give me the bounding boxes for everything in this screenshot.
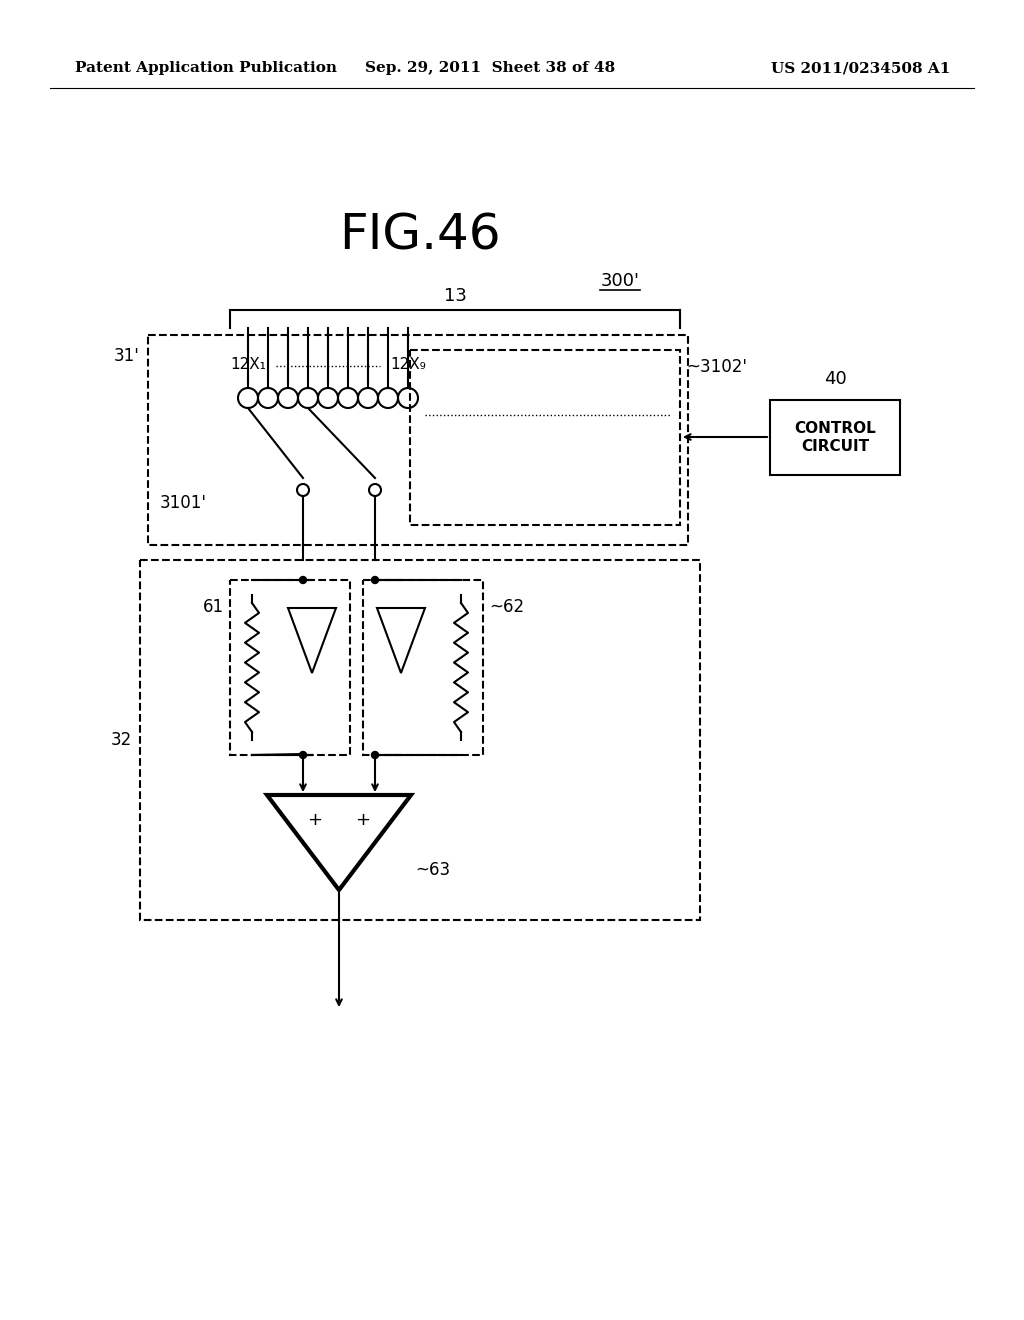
Text: 12X₁: 12X₁ — [230, 356, 266, 372]
Text: 3101': 3101' — [160, 494, 207, 512]
Circle shape — [372, 577, 379, 583]
Text: ~3102': ~3102' — [686, 358, 746, 376]
Text: FIG.46: FIG.46 — [339, 211, 501, 259]
Text: 61: 61 — [203, 598, 224, 616]
Circle shape — [299, 577, 306, 583]
Text: 12X₉: 12X₉ — [390, 356, 426, 372]
Circle shape — [299, 751, 306, 759]
Text: 40: 40 — [823, 370, 847, 388]
Text: Sep. 29, 2011  Sheet 38 of 48: Sep. 29, 2011 Sheet 38 of 48 — [365, 61, 615, 75]
Text: ~63: ~63 — [415, 861, 451, 879]
Text: 300': 300' — [600, 272, 640, 290]
Text: 32: 32 — [111, 731, 132, 748]
Text: 31': 31' — [114, 347, 140, 366]
Text: +: + — [355, 810, 371, 829]
Text: 13: 13 — [443, 286, 467, 305]
Circle shape — [372, 751, 379, 759]
Text: CONTROL
CIRCUIT: CONTROL CIRCUIT — [795, 421, 876, 454]
Text: ~62: ~62 — [489, 598, 524, 616]
Text: Patent Application Publication: Patent Application Publication — [75, 61, 337, 75]
Text: US 2011/0234508 A1: US 2011/0234508 A1 — [771, 61, 950, 75]
Text: +: + — [307, 810, 323, 829]
